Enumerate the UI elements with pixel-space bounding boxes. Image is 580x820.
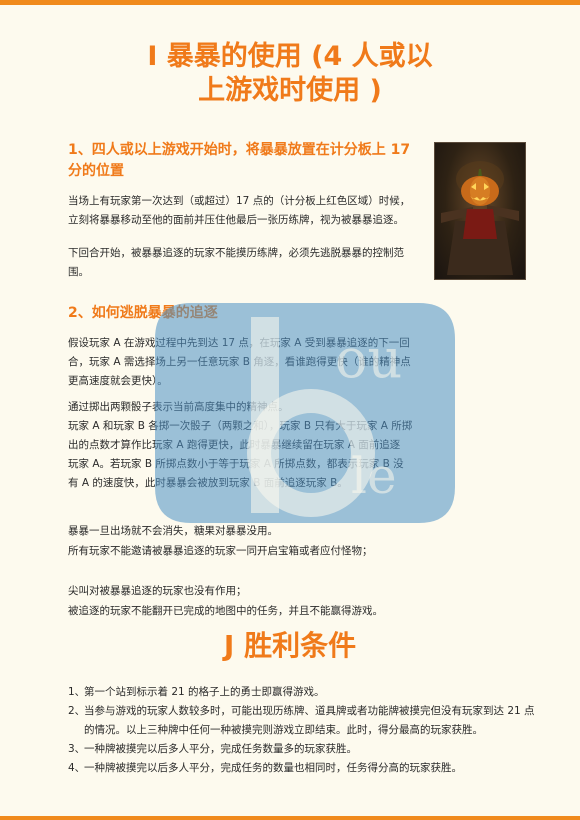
bottom-accent-bar: [0, 816, 580, 820]
note-line: 所有玩家不能邀请被暴暴追逐的玩家一同开启宝箱或者应付怪物；: [68, 545, 373, 557]
list-item-number: 4、: [68, 762, 86, 774]
subsection-2-line: 出的点数才算作比玩家 A 跑得更快，此时暴暴继续留在玩家 A 面前追逐: [68, 439, 401, 451]
list-item: 4、 一种牌被摸完以后多人平分，完成任务的数量也相同时，任务得分高的玩家获胜。: [68, 759, 538, 778]
subsection-2-paragraph-1: 假设玩家 A 在游戏过程中先到达 17 点，在玩家 A 受到暴暴追逐的下一回合，…: [68, 337, 411, 387]
subsection-2-line: 通过掷出两颗骰子表示当前高度集中的精神点。: [68, 401, 289, 413]
section-i-title-line1: I 暴暴的使用 (4 人或以: [147, 41, 433, 72]
list-item: 3、 一种牌被摸完以后多人平分，完成任务数量多的玩家获胜。: [68, 740, 538, 759]
list-item-text: 第一个站到标示着 21 的格子上的勇士即赢得游戏。: [84, 686, 325, 698]
victory-conditions-list: 1、 第一个站到标示着 21 的格子上的勇士即赢得游戏。 2、 当参与游戏的玩家…: [68, 683, 538, 778]
note-line: 尖叫对被暴暴追逐的玩家也没有作用；: [68, 585, 247, 597]
subsection-2-heading: 2、如何逃脱暴暴的追逐: [68, 305, 218, 321]
list-item-text: 一种牌被摸完以后多人平分，完成任务数量多的玩家获胜。: [84, 743, 357, 755]
subsection-2-line: 玩家 A。若玩家 B 所掷点数小于等于玩家 A 所掷点数，都表示玩家 B 没: [68, 458, 404, 470]
subsection-2-line: 玩家 A 和玩家 B 各掷一次骰子（两颗之和），玩家 B 只有大于玩家 A 所掷: [68, 420, 413, 432]
list-item-number: 1、: [68, 686, 86, 698]
subsection-1-paragraph-2: 下回合开始，被暴暴追逐的玩家不能摸历练牌，必须先逃脱暴暴的控制范围。: [68, 247, 404, 278]
section-i-title: I 暴暴的使用 (4 人或以 上游戏时使用 ): [40, 40, 540, 108]
subsection-1-heading: 1、四人或以上游戏开始时，将暴暴放置在计分板上 17 分的位置: [68, 142, 411, 179]
note-line: 暴暴一旦出场就不会消失，糖果对暴暴没用。: [68, 525, 278, 537]
list-item: 2、 当参与游戏的玩家人数较多时，可能出现历练牌、道具牌或者功能牌被摸完但没有玩…: [68, 702, 538, 740]
list-item-number: 2、: [68, 705, 86, 717]
section-j-title: J 胜利条件: [223, 629, 357, 662]
subsection-2-line: 有 A 的速度快，此时暴暴会被放到玩家 B 面前追逐玩家 B。: [68, 477, 348, 489]
list-item-text: 一种牌被摸完以后多人平分，完成任务的数量也相同时，任务得分高的玩家获胜。: [84, 762, 462, 774]
list-item-text: 当参与游戏的玩家人数较多时，可能出现历练牌、道具牌或者功能牌被摸完但没有玩家到达…: [84, 705, 535, 736]
subsection-1-paragraph-1: 当场上有玩家第一次达到（或超过）17 点的（计分板上红色区域）时候，立刻将暴暴移…: [68, 195, 411, 226]
list-item-number: 3、: [68, 743, 86, 755]
list-item: 1、 第一个站到标示着 21 的格子上的勇士即赢得游戏。: [68, 683, 538, 702]
pumpkin-scarecrow-image: [434, 142, 526, 280]
note-line: 被追逐的玩家不能翻开已完成的地图中的任务，并且不能赢得游戏。: [68, 605, 383, 617]
top-accent-bar: [0, 0, 580, 5]
section-i-title-line2: 上游戏时使用 ): [198, 75, 382, 106]
